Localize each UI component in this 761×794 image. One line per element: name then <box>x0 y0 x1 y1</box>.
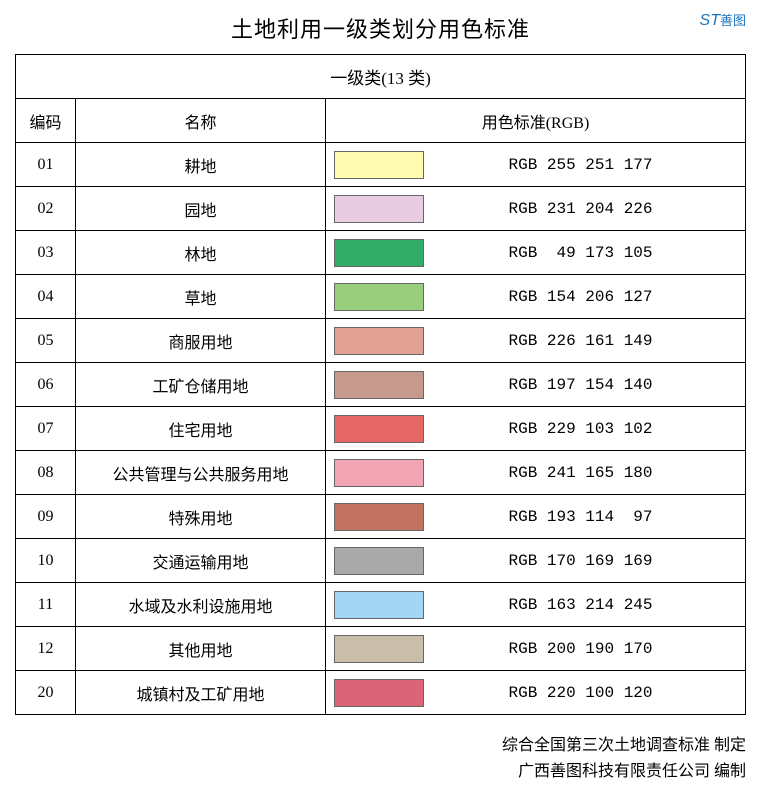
footer-line-1: 综合全国第三次土地调查标准 制定 <box>15 733 746 759</box>
cell-name: 商服用地 <box>76 319 326 363</box>
table-row: 08公共管理与公共服务用地 RGB 241 165 180 <box>16 451 746 495</box>
cell-color: RGB 170 169 169 <box>326 539 746 583</box>
rgb-label: RGB 154 206 127 <box>424 288 737 306</box>
table-row: 20城镇村及工矿用地 RGB 220 100 120 <box>16 671 746 715</box>
cell-name: 林地 <box>76 231 326 275</box>
cell-name: 草地 <box>76 275 326 319</box>
color-swatch <box>334 503 424 531</box>
cell-color: RGB 241 165 180 <box>326 451 746 495</box>
cell-color: RGB 229 103 102 <box>326 407 746 451</box>
page-title: 土地利用一级类划分用色标准 <box>15 10 746 44</box>
table-row: 10交通运输用地 RGB 170 169 169 <box>16 539 746 583</box>
cell-color: RGB 193 114 97 <box>326 495 746 539</box>
color-swatch <box>334 371 424 399</box>
cell-code: 01 <box>16 143 76 187</box>
rgb-label: RGB 197 154 140 <box>424 376 737 394</box>
col-header-color: 用色标准(RGB) <box>326 99 746 143</box>
table-row: 04草地 RGB 154 206 127 <box>16 275 746 319</box>
cell-color: RGB 154 206 127 <box>326 275 746 319</box>
cell-name: 园地 <box>76 187 326 231</box>
table-row: 02园地 RGB 231 204 226 <box>16 187 746 231</box>
logo-subtext: 善图 <box>720 13 746 28</box>
table-row: 05商服用地 RGB 226 161 149 <box>16 319 746 363</box>
cell-code: 08 <box>16 451 76 495</box>
cell-code: 07 <box>16 407 76 451</box>
table-subtitle: 一级类(13 类) <box>16 55 746 99</box>
cell-name: 特殊用地 <box>76 495 326 539</box>
cell-color: RGB 226 161 149 <box>326 319 746 363</box>
cell-name: 住宅用地 <box>76 407 326 451</box>
cell-code: 06 <box>16 363 76 407</box>
rgb-label: RGB 170 169 169 <box>424 552 737 570</box>
cell-color: RGB 49 173 105 <box>326 231 746 275</box>
cell-name: 其他用地 <box>76 627 326 671</box>
footer: 综合全国第三次土地调查标准 制定 广西善图科技有限责任公司 编制 <box>15 733 746 784</box>
cell-name: 水域及水利设施用地 <box>76 583 326 627</box>
cell-color: RGB 163 214 245 <box>326 583 746 627</box>
table-row: 12其他用地 RGB 200 190 170 <box>16 627 746 671</box>
cell-code: 03 <box>16 231 76 275</box>
color-swatch <box>334 635 424 663</box>
color-swatch <box>334 283 424 311</box>
table-row: 06工矿仓储用地 RGB 197 154 140 <box>16 363 746 407</box>
color-swatch <box>334 151 424 179</box>
logo-text: ST <box>700 12 720 29</box>
rgb-label: RGB 229 103 102 <box>424 420 737 438</box>
color-swatch <box>334 239 424 267</box>
color-standard-table: 一级类(13 类) 编码 名称 用色标准(RGB) 01耕地 RGB 255 25… <box>15 54 746 715</box>
color-swatch <box>334 327 424 355</box>
table-row: 07住宅用地 RGB 229 103 102 <box>16 407 746 451</box>
cell-code: 09 <box>16 495 76 539</box>
cell-code: 02 <box>16 187 76 231</box>
table-subtitle-row: 一级类(13 类) <box>16 55 746 99</box>
cell-color: RGB 255 251 177 <box>326 143 746 187</box>
rgb-label: RGB 163 214 245 <box>424 596 737 614</box>
cell-name: 耕地 <box>76 143 326 187</box>
rgb-label: RGB 255 251 177 <box>424 156 737 174</box>
cell-code: 05 <box>16 319 76 363</box>
cell-code: 10 <box>16 539 76 583</box>
cell-code: 11 <box>16 583 76 627</box>
table-row: 01耕地 RGB 255 251 177 <box>16 143 746 187</box>
color-swatch <box>334 195 424 223</box>
color-swatch <box>334 679 424 707</box>
footer-line-2: 广西善图科技有限责任公司 编制 <box>15 759 746 785</box>
rgb-label: RGB 226 161 149 <box>424 332 737 350</box>
rgb-label: RGB 220 100 120 <box>424 684 737 702</box>
cell-name: 城镇村及工矿用地 <box>76 671 326 715</box>
table-row: 03林地 RGB 49 173 105 <box>16 231 746 275</box>
table-row: 09特殊用地 RGB 193 114 97 <box>16 495 746 539</box>
cell-color: RGB 197 154 140 <box>326 363 746 407</box>
table-header-row: 编码 名称 用色标准(RGB) <box>16 99 746 143</box>
cell-color: RGB 220 100 120 <box>326 671 746 715</box>
cell-color: RGB 231 204 226 <box>326 187 746 231</box>
rgb-label: RGB 231 204 226 <box>424 200 737 218</box>
cell-name: 公共管理与公共服务用地 <box>76 451 326 495</box>
color-swatch <box>334 547 424 575</box>
rgb-label: RGB 49 173 105 <box>424 244 737 262</box>
logo: ST善图 <box>700 10 746 30</box>
color-swatch <box>334 415 424 443</box>
rgb-label: RGB 193 114 97 <box>424 508 737 526</box>
header: 土地利用一级类划分用色标准 ST善图 <box>15 10 746 50</box>
cell-code: 04 <box>16 275 76 319</box>
cell-code: 12 <box>16 627 76 671</box>
rgb-label: RGB 200 190 170 <box>424 640 737 658</box>
table-row: 11水域及水利设施用地 RGB 163 214 245 <box>16 583 746 627</box>
cell-color: RGB 200 190 170 <box>326 627 746 671</box>
cell-name: 交通运输用地 <box>76 539 326 583</box>
rgb-label: RGB 241 165 180 <box>424 464 737 482</box>
cell-name: 工矿仓储用地 <box>76 363 326 407</box>
color-swatch <box>334 459 424 487</box>
col-header-code: 编码 <box>16 99 76 143</box>
cell-code: 20 <box>16 671 76 715</box>
color-swatch <box>334 591 424 619</box>
col-header-name: 名称 <box>76 99 326 143</box>
